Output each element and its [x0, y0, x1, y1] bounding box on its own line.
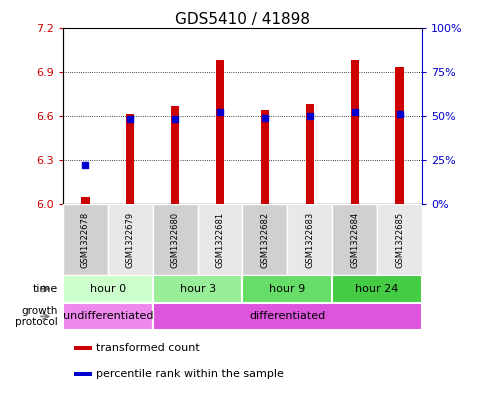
- Text: GSM1322680: GSM1322680: [170, 212, 180, 268]
- Bar: [305, 104, 313, 204]
- Text: growth
protocol: growth protocol: [15, 306, 58, 327]
- Bar: [152, 303, 421, 330]
- Bar: [126, 114, 134, 204]
- Bar: [260, 110, 269, 204]
- Bar: [197, 204, 242, 275]
- Text: GDS5410 / 41898: GDS5410 / 41898: [175, 12, 309, 27]
- Bar: [332, 204, 376, 275]
- Bar: [394, 67, 403, 204]
- Bar: [81, 197, 90, 204]
- Text: hour 9: hour 9: [269, 284, 305, 294]
- Bar: [74, 346, 91, 350]
- Text: differentiated: differentiated: [249, 311, 325, 321]
- Text: undifferentiated: undifferentiated: [62, 311, 153, 321]
- Bar: [152, 275, 242, 303]
- Bar: [63, 204, 107, 275]
- Bar: [215, 60, 224, 204]
- Text: GSM1322684: GSM1322684: [349, 212, 359, 268]
- Bar: [74, 372, 91, 376]
- Text: hour 24: hour 24: [355, 284, 398, 294]
- Bar: [171, 106, 179, 204]
- Bar: [242, 204, 287, 275]
- Bar: [107, 204, 152, 275]
- Bar: [376, 204, 421, 275]
- Text: hour 3: hour 3: [179, 284, 215, 294]
- Text: percentile rank within the sample: percentile rank within the sample: [96, 369, 284, 379]
- Text: GSM1322679: GSM1322679: [125, 212, 135, 268]
- Text: hour 0: hour 0: [90, 284, 126, 294]
- Bar: [152, 204, 197, 275]
- Text: transformed count: transformed count: [96, 343, 199, 353]
- Text: time: time: [33, 284, 58, 294]
- Text: GSM1322682: GSM1322682: [260, 212, 269, 268]
- Bar: [63, 275, 152, 303]
- Text: GSM1322683: GSM1322683: [304, 211, 314, 268]
- Bar: [287, 204, 332, 275]
- Bar: [332, 275, 421, 303]
- Text: GSM1322681: GSM1322681: [215, 212, 224, 268]
- Text: GSM1322678: GSM1322678: [81, 211, 90, 268]
- Bar: [63, 303, 152, 330]
- Text: GSM1322685: GSM1322685: [394, 212, 403, 268]
- Bar: [350, 60, 358, 204]
- Bar: [242, 275, 332, 303]
